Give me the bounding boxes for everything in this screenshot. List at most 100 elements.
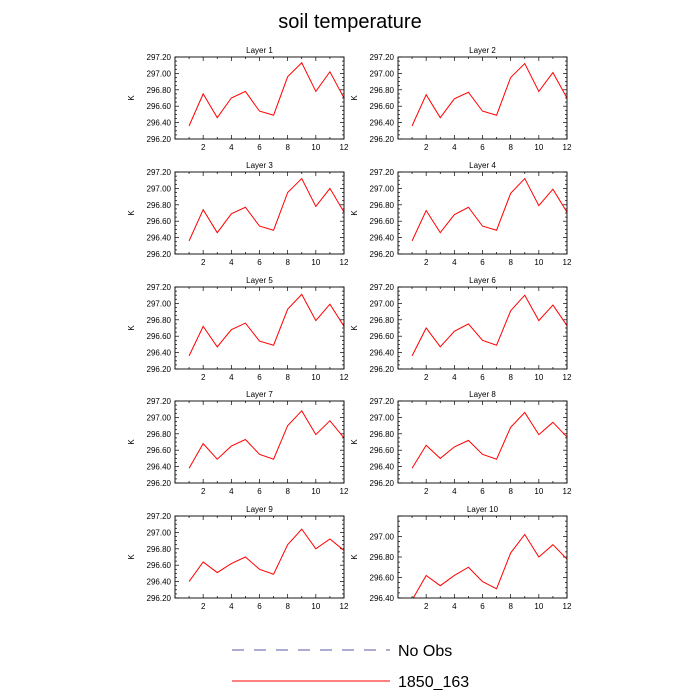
figure-title: soil temperature bbox=[278, 11, 421, 33]
y-tick-label: 296.40 bbox=[370, 594, 395, 603]
y-tick-label: 296.80 bbox=[370, 86, 395, 95]
x-tick-label: 12 bbox=[563, 373, 572, 382]
y-tick-label: 296.80 bbox=[147, 430, 172, 439]
y-tick-label: 297.00 bbox=[147, 69, 172, 78]
panel-title: Layer 5 bbox=[246, 276, 273, 285]
y-tick-label: 297.20 bbox=[370, 397, 395, 406]
y-tick-label: 296.40 bbox=[370, 349, 395, 358]
y-tick-label: 296.60 bbox=[147, 217, 172, 226]
x-tick-label: 6 bbox=[257, 373, 262, 382]
plot-frame bbox=[397, 171, 568, 255]
panel-layer-5: Layer 5 K 2 4 6 8 10 12 296.20 296.40 296.60 296.80… bbox=[127, 276, 349, 382]
plot-frame bbox=[174, 400, 345, 484]
y-tick-label: 296.20 bbox=[370, 365, 395, 374]
panel-layer-7: Layer 7 K 2 4 6 8 10 12 296.20 296.40 296.60 296.80… bbox=[127, 390, 349, 496]
y-tick-label: 296.60 bbox=[370, 332, 395, 341]
y-tick-label: 297.00 bbox=[370, 184, 395, 193]
y-axis-label: K bbox=[127, 439, 136, 445]
x-tick-label: 6 bbox=[480, 258, 485, 267]
x-tick-label: 12 bbox=[563, 602, 572, 611]
y-tick-label: 296.60 bbox=[370, 446, 395, 455]
series-line-1850_163 bbox=[188, 410, 344, 469]
y-tick-label: 296.40 bbox=[370, 119, 395, 128]
y-tick-label: 296.60 bbox=[370, 217, 395, 226]
plot-frame bbox=[397, 56, 568, 140]
y-tick-label: 296.20 bbox=[147, 594, 172, 603]
y-tick-label: 296.20 bbox=[147, 250, 172, 259]
y-tick-label: 297.00 bbox=[370, 413, 395, 422]
x-tick-label: 8 bbox=[508, 487, 513, 496]
y-tick-label: 296.20 bbox=[370, 479, 395, 488]
y-tick-label: 297.00 bbox=[147, 528, 172, 537]
y-tick-label: 297.00 bbox=[147, 299, 172, 308]
x-tick-label: 2 bbox=[424, 143, 429, 152]
x-tick-label: 10 bbox=[311, 143, 320, 152]
y-axis-label: K bbox=[127, 210, 136, 216]
x-tick-label: 10 bbox=[534, 143, 543, 152]
x-tick-label: 4 bbox=[452, 258, 457, 267]
x-tick-label: 12 bbox=[340, 373, 349, 382]
x-tick-label: 4 bbox=[229, 258, 234, 267]
y-tick-label: 296.20 bbox=[147, 365, 172, 374]
x-tick-label: 2 bbox=[424, 258, 429, 267]
plot-frame bbox=[174, 56, 345, 140]
y-tick-label: 296.20 bbox=[147, 479, 172, 488]
x-tick-label: 6 bbox=[257, 258, 262, 267]
y-axis-label: K bbox=[127, 95, 136, 101]
y-tick-label: 296.80 bbox=[370, 430, 395, 439]
y-tick-label: 297.20 bbox=[147, 512, 172, 521]
x-tick-label: 4 bbox=[229, 143, 234, 152]
y-tick-label: 297.20 bbox=[370, 168, 395, 177]
x-tick-label: 8 bbox=[285, 487, 290, 496]
legend-label-2: 1850_163 bbox=[398, 674, 469, 691]
series-line-1850_163 bbox=[411, 177, 567, 242]
x-tick-label: 12 bbox=[563, 258, 572, 267]
x-tick-label: 2 bbox=[201, 373, 206, 382]
y-tick-label: 297.00 bbox=[147, 413, 172, 422]
y-tick-label: 296.40 bbox=[147, 578, 172, 587]
y-tick-label: 297.20 bbox=[147, 53, 172, 62]
y-axis-label: K bbox=[350, 554, 359, 560]
x-tick-label: 8 bbox=[508, 373, 513, 382]
x-tick-label: 12 bbox=[340, 258, 349, 267]
y-tick-label: 297.20 bbox=[147, 397, 172, 406]
y-axis-label: K bbox=[350, 95, 359, 101]
x-tick-label: 2 bbox=[201, 487, 206, 496]
y-tick-label: 296.40 bbox=[147, 349, 172, 358]
x-tick-label: 6 bbox=[480, 602, 485, 611]
panel-title: Layer 2 bbox=[469, 46, 496, 55]
x-tick-label: 8 bbox=[508, 258, 513, 267]
panel-title: Layer 6 bbox=[469, 276, 496, 285]
x-tick-label: 2 bbox=[201, 602, 206, 611]
panel-grid: Layer 1 K 2 4 6 8 10 12 296.20 296.40 296.60 296.80… bbox=[127, 46, 572, 611]
y-tick-label: 297.00 bbox=[370, 69, 395, 78]
x-tick-label: 10 bbox=[311, 258, 320, 267]
panel-title: Layer 4 bbox=[469, 161, 496, 170]
y-tick-label: 296.40 bbox=[147, 119, 172, 128]
panel-layer-4: Layer 4 K 2 4 6 8 10 12 296.20 296.40 296.60 296.80… bbox=[350, 161, 572, 267]
plot-frame bbox=[174, 515, 345, 599]
x-tick-label: 6 bbox=[257, 143, 262, 152]
y-tick-label: 296.80 bbox=[147, 86, 172, 95]
y-tick-label: 297.20 bbox=[147, 283, 172, 292]
y-tick-label: 296.40 bbox=[370, 463, 395, 472]
x-tick-label: 4 bbox=[452, 373, 457, 382]
panel-layer-3: Layer 3 K 2 4 6 8 10 12 296.20 296.40 296.60 296.80… bbox=[127, 161, 349, 267]
panel-title: Layer 10 bbox=[467, 505, 499, 514]
x-tick-label: 4 bbox=[229, 487, 234, 496]
plot-frame bbox=[174, 286, 345, 370]
x-tick-label: 2 bbox=[201, 258, 206, 267]
x-tick-label: 12 bbox=[563, 487, 572, 496]
panel-layer-9: Layer 9 K 2 4 6 8 10 12 296.20 296.40 296.60 296.80… bbox=[127, 505, 349, 611]
y-axis-label: K bbox=[127, 325, 136, 331]
x-tick-label: 10 bbox=[311, 487, 320, 496]
x-tick-label: 2 bbox=[424, 487, 429, 496]
plot-frame bbox=[397, 400, 568, 484]
y-tick-label: 297.20 bbox=[370, 283, 395, 292]
y-tick-label: 297.00 bbox=[370, 299, 395, 308]
y-tick-label: 296.60 bbox=[147, 102, 172, 111]
panel-title: Layer 7 bbox=[246, 390, 273, 399]
y-tick-label: 297.20 bbox=[147, 168, 172, 177]
y-tick-label: 296.80 bbox=[147, 545, 172, 554]
